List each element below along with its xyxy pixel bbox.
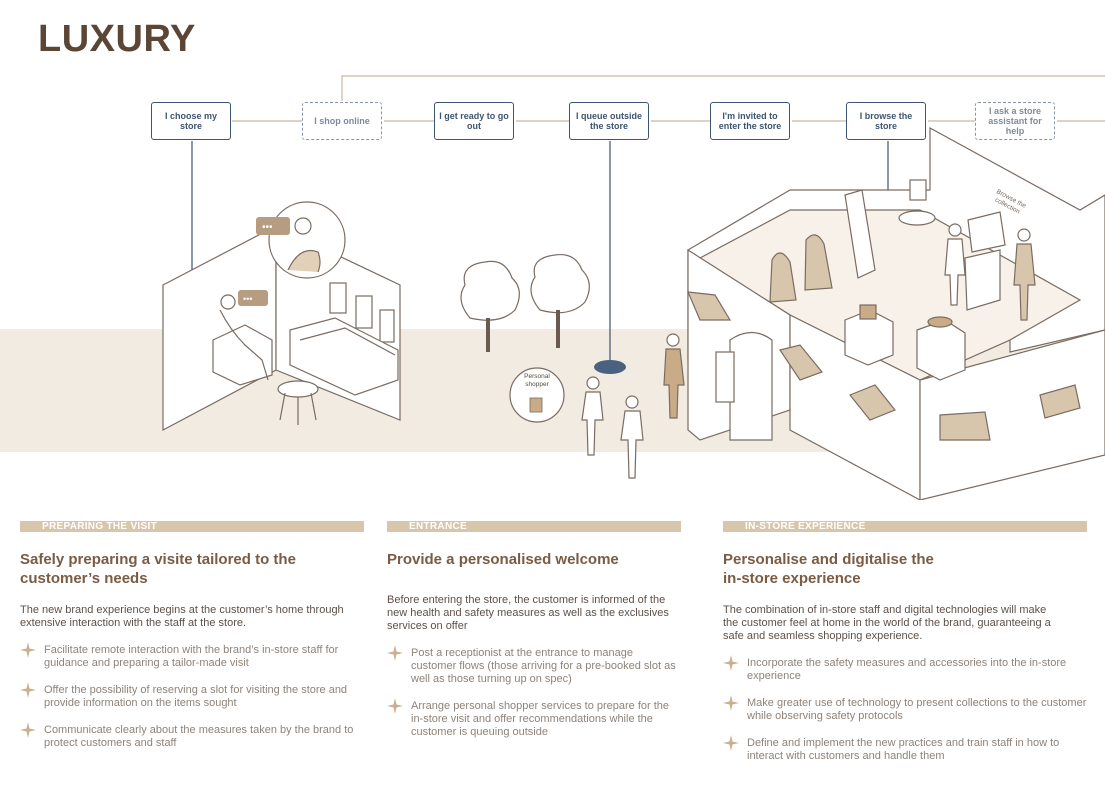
sparkle-icon [723, 735, 739, 751]
list-item: Make greater use of technology to presen… [723, 695, 1087, 723]
section-bar: ENTRANCE [387, 521, 681, 532]
list-item: Communicate clearly about the measures t… [20, 722, 364, 750]
list-item: Arrange personal shopper services to pre… [387, 698, 681, 739]
chat-bubble-1 [256, 217, 290, 235]
sparkle-icon [723, 695, 739, 711]
list-item: Incorporate the safety measures and acce… [723, 655, 1087, 683]
store-building [687, 126, 1105, 500]
step-queue-outside: I queue outside the store [569, 102, 649, 140]
list-item: Post a receptionist at the entrance to m… [387, 645, 681, 686]
section-heading: Safely preparing a visite tailored to th… [20, 551, 296, 587]
bullet-list: Facilitate remote interaction with the b… [20, 642, 364, 750]
section-intro: The new brand experience begins at the c… [20, 604, 344, 629]
sparkle-icon [20, 642, 36, 658]
step-ask-assistant: I ask a store assistant for help [975, 102, 1055, 140]
personal-shopper-label: Personal shopper [524, 373, 550, 388]
section-heading: Provide a personalised welcome [387, 551, 619, 568]
sparkle-icon [387, 645, 403, 661]
sparkle-icon [20, 682, 36, 698]
svg-text:•••: ••• [262, 222, 273, 233]
step-shop-online: I shop online [302, 102, 382, 140]
sparkle-icon [387, 698, 403, 714]
page-title: LUXURY [38, 18, 196, 60]
section-intro: The combination of in-store staff and di… [723, 604, 1051, 642]
section-label: ENTRANCE [409, 521, 467, 532]
pin-queue [594, 360, 626, 374]
column-entrance: ENTRANCE Provide a personalised welcome … [387, 521, 681, 753]
section-label: IN-STORE EXPERIENCE [745, 521, 866, 532]
list-item: Offer the possibility of reserving a slo… [20, 682, 364, 710]
column-in-store-experience: IN-STORE EXPERIENCE Personalise and digi… [723, 521, 1087, 777]
section-bar: PREPARING THE VISIT [20, 521, 364, 532]
section-bar: IN-STORE EXPERIENCE [723, 521, 1087, 532]
section-label: PREPARING THE VISIT [42, 521, 157, 532]
section-heading: Personalise and digitalise the in-store … [723, 551, 934, 587]
sparkle-icon [20, 722, 36, 738]
list-item: Facilitate remote interaction with the b… [20, 642, 364, 670]
personal-shopper-bubble [509, 367, 565, 423]
journey-connectors [232, 75, 1105, 122]
step-browse-store: I browse the store [846, 102, 926, 140]
svg-text:•••: ••• [243, 294, 252, 304]
trees [460, 253, 590, 352]
journey-illustration: ••• ••• [0, 75, 1105, 500]
bullet-list: Post a receptionist at the entrance to m… [387, 645, 681, 739]
bullet-list: Incorporate the safety measures and acce… [723, 655, 1087, 763]
column-preparing-visit: PREPARING THE VISIT Safely preparing a v… [20, 521, 364, 764]
step-get-ready: I get ready to go out [434, 102, 514, 140]
list-item: Define and implement the new practices a… [723, 735, 1087, 763]
section-intro: Before entering the store, the customer … [387, 594, 669, 632]
step-choose-store: I choose my store [151, 102, 231, 140]
sparkle-icon [723, 655, 739, 671]
chat-bubble-2 [238, 290, 268, 306]
step-invited-to-enter: I'm invited to enter the store [710, 102, 790, 140]
